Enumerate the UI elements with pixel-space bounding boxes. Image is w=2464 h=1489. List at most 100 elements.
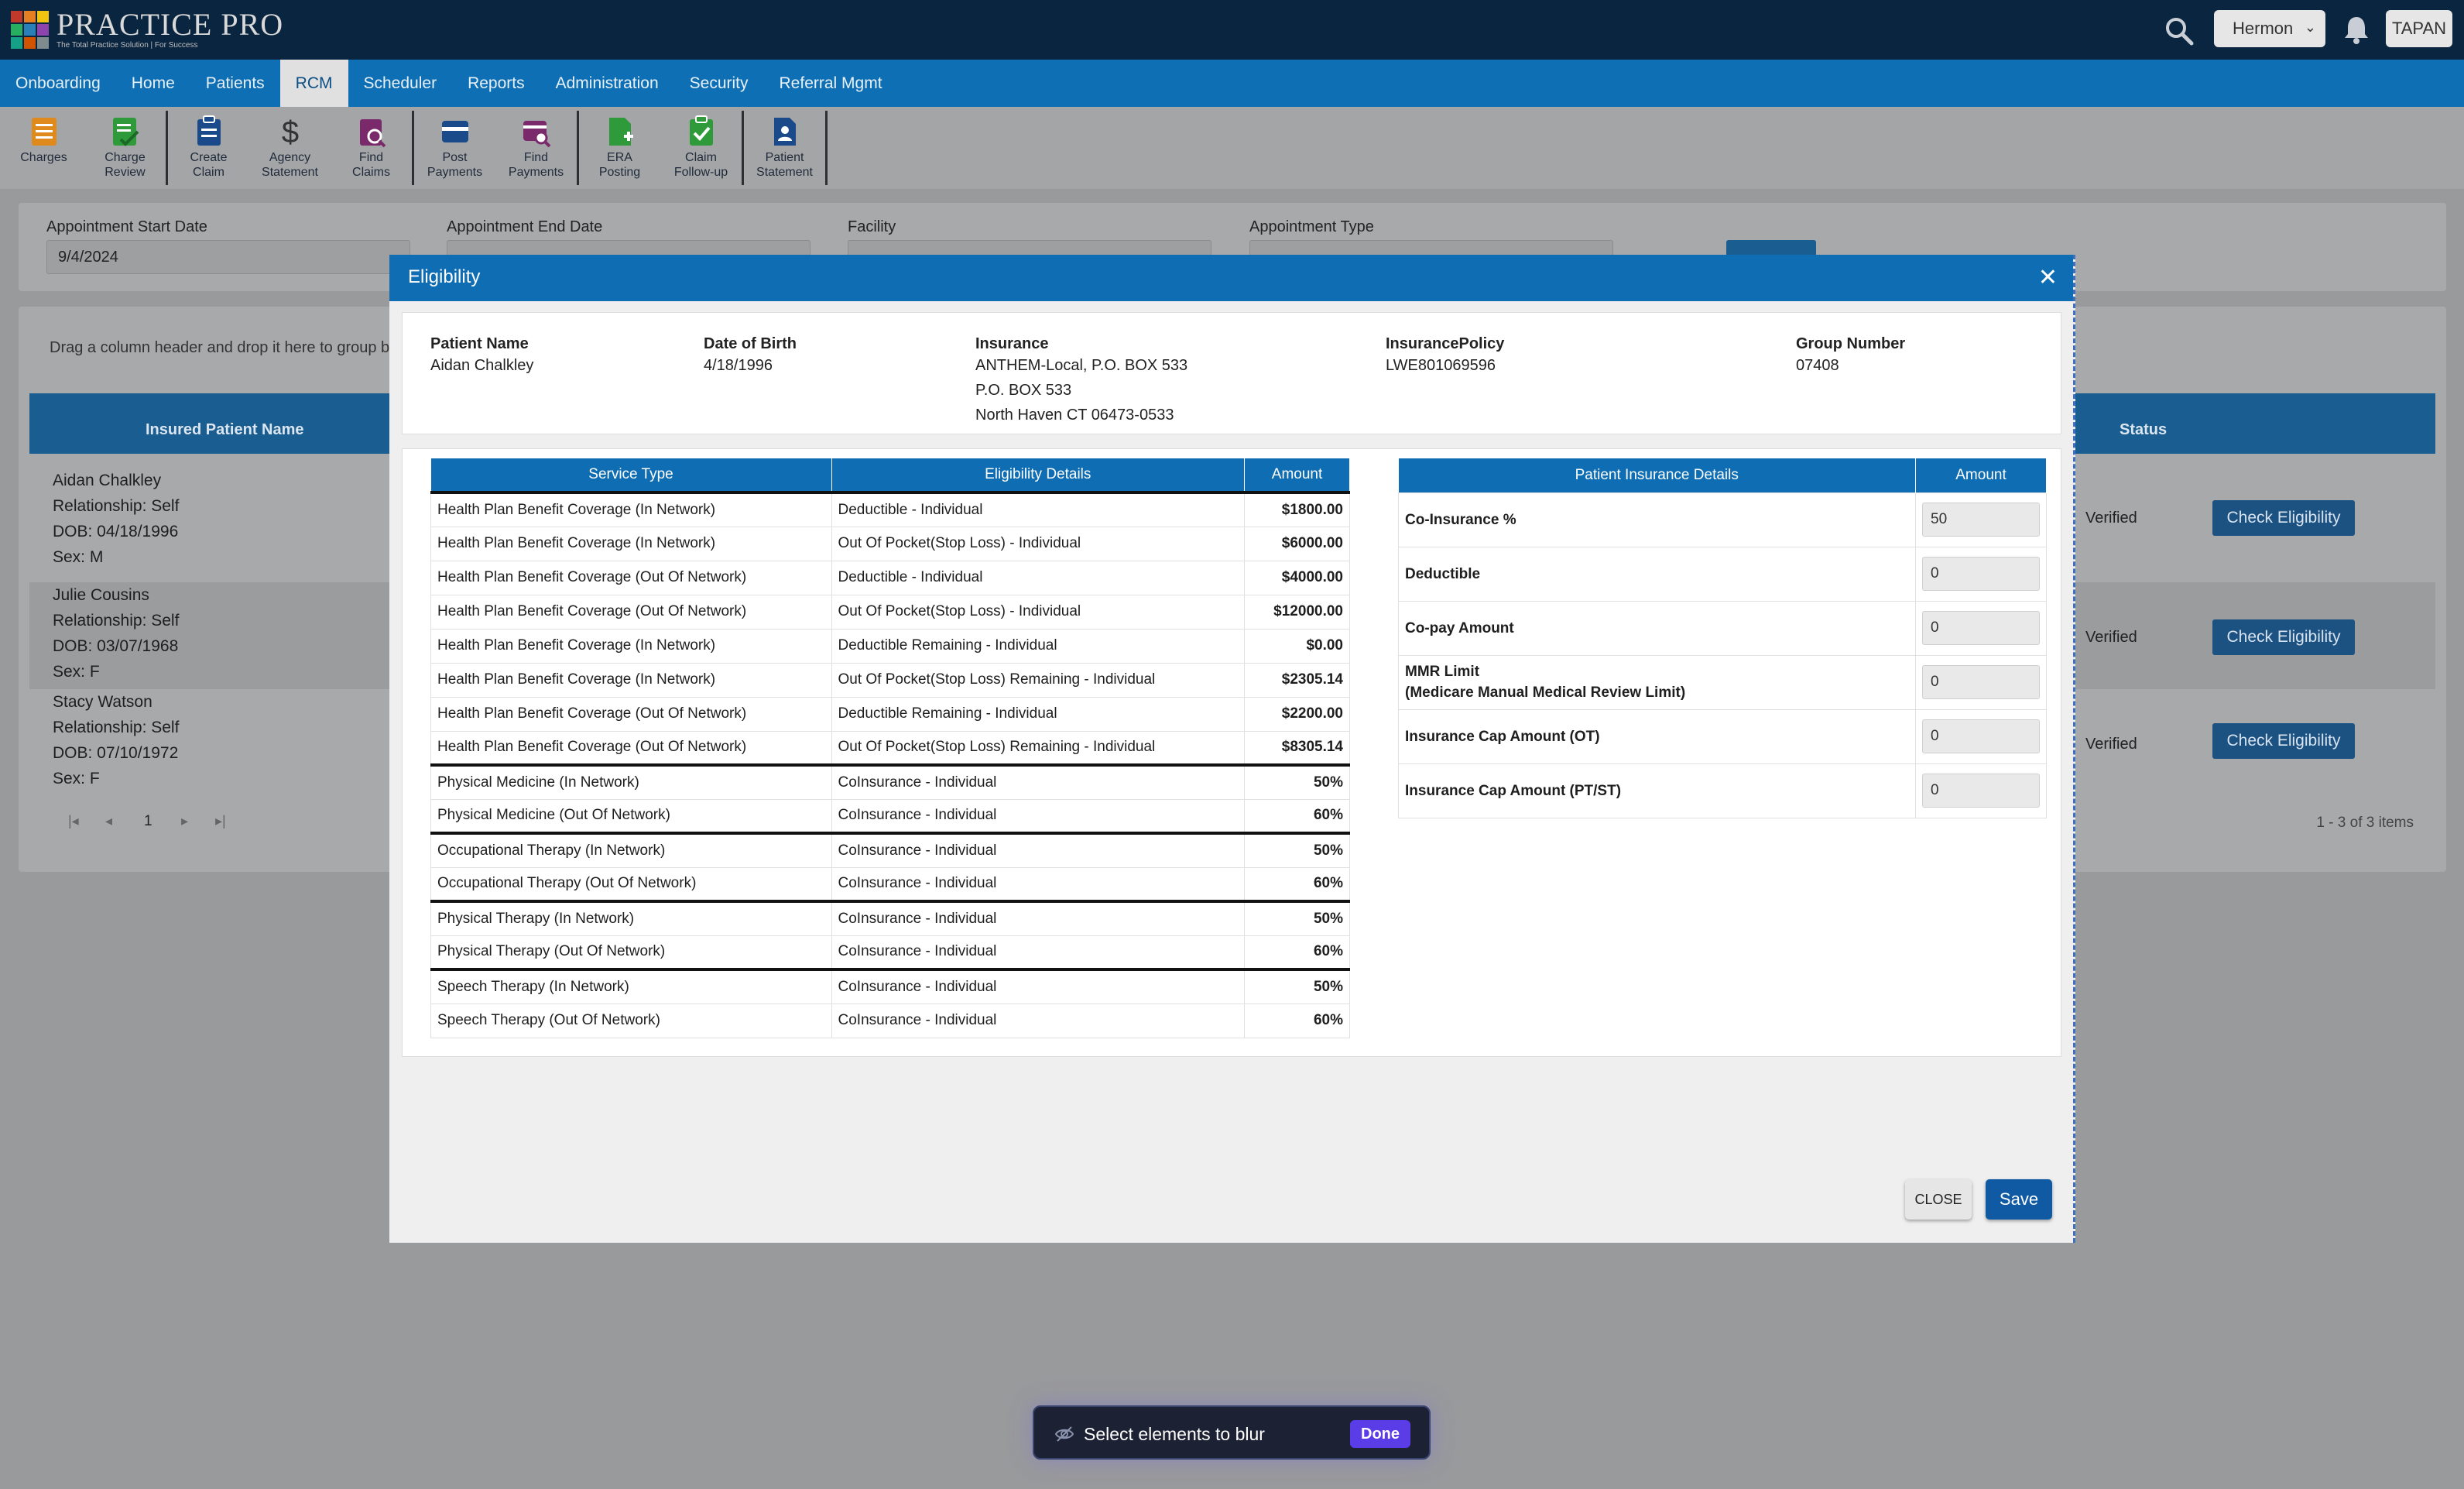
next-page-icon[interactable]: ▸ [181, 813, 189, 829]
save-button[interactable]: Save [1986, 1179, 2052, 1220]
group-number-block: Group Number 07408 [1796, 335, 1905, 378]
tool-claim-followup[interactable]: Claim Follow-up [660, 107, 742, 189]
location-select[interactable]: Hermon ⌄ [2214, 10, 2325, 47]
tool-label: Find Payments [508, 151, 564, 179]
tool-charge-review[interactable]: Charge Review [84, 107, 166, 189]
nav-patients[interactable]: Patients [205, 74, 265, 92]
amount-cell: $1800.00 [1244, 491, 1350, 527]
table-row: Health Plan Benefit Coverage (In Network… [430, 526, 1350, 561]
tool-patient-statement[interactable]: Patient Statement [744, 107, 825, 189]
col-insured-patient-name[interactable]: Insured Patient Name [146, 421, 304, 438]
nav-security[interactable]: Security [689, 74, 749, 92]
amount-cell [1915, 654, 2047, 710]
toolbar-divider [412, 111, 414, 185]
charges-icon [31, 118, 57, 146]
nav-onboarding[interactable]: Onboarding [15, 74, 101, 92]
eligibility-detail-cell: CoInsurance - Individual [831, 1003, 1246, 1038]
table-row: Speech Therapy (In Network) CoInsurance -… [430, 968, 1350, 1004]
insurance-amount-input[interactable] [1922, 557, 2040, 591]
prev-page-icon[interactable]: ◂ [105, 813, 113, 829]
insurance-amount-input[interactable] [1922, 611, 2040, 645]
patient-name: Julie Cousins [53, 586, 149, 604]
amount-cell [1915, 546, 2047, 602]
amount-cell: 50% [1244, 900, 1350, 936]
done-button[interactable]: Done [1350, 1420, 1410, 1448]
dialog-title: Eligibility [408, 266, 481, 287]
insurance-detail-label: Deductible [1398, 546, 1916, 602]
table-row: Co-pay Amount [1398, 600, 2047, 656]
table-row: Insurance Cap Amount (OT) [1398, 708, 2047, 764]
tool-charges[interactable]: Charges [3, 107, 84, 189]
close-icon[interactable]: ✕ [2037, 265, 2058, 290]
amount-cell: 60% [1244, 798, 1350, 834]
insurance-amount-input[interactable] [1922, 503, 2040, 537]
col-status[interactable]: Status [2120, 421, 2168, 438]
close-button[interactable]: CLOSE [1905, 1179, 1972, 1220]
find-payments-icon [523, 121, 550, 148]
group-number-label: Group Number [1796, 335, 1906, 352]
table-header-row: Patient Insurance Details Amount [1398, 458, 2047, 492]
nav-home[interactable]: Home [131, 74, 175, 92]
eligibility-detail-cell: Deductible Remaining - Individual [831, 628, 1246, 664]
policy-label: InsurancePolicy [1386, 335, 1505, 352]
nav-rcm[interactable]: RCM [279, 60, 348, 107]
insurance-amount-input[interactable] [1922, 774, 2040, 808]
search-icon[interactable] [2164, 15, 2195, 46]
location-select-value: Hermon [2233, 19, 2294, 38]
end-date-label: Appointment End Date [447, 218, 603, 235]
patient-statement-icon [773, 118, 796, 146]
patient-name-label: Patient Name [430, 335, 529, 352]
policy-block: InsurancePolicy LWE801069596 [1386, 335, 1504, 378]
tool-era-posting[interactable]: ERA Posting [579, 107, 660, 189]
col-service-type: Service Type [430, 458, 832, 492]
tool-label: Post Payments [427, 151, 483, 179]
service-type-cell: Physical Medicine (Out Of Network) [430, 798, 832, 834]
eligibility-detail-cell: Out Of Pocket(Stop Loss) - Individual [831, 526, 1246, 561]
table-row: Insurance Cap Amount (PT/ST) [1398, 763, 2047, 818]
app-logo[interactable]: PRACTICE PRO The Total Practice Solution… [11, 9, 283, 50]
nav-referral-mgmt[interactable]: Referral Mgmt [779, 74, 882, 92]
amount-cell [1915, 708, 2047, 764]
eligibility-detail-cell: Deductible - Individual [831, 560, 1246, 595]
tool-create-claim[interactable]: Create Claim [168, 107, 249, 189]
first-page-icon[interactable]: |◂ [68, 813, 79, 829]
patient-name-block: Patient Name Aidan Chalkley [430, 335, 533, 378]
tool-find-payments[interactable]: Find Payments [495, 107, 577, 189]
user-menu[interactable]: TAPAN [2386, 10, 2452, 47]
table-row: Health Plan Benefit Coverage (Out Of Net… [430, 730, 1350, 766]
tool-post-payments[interactable]: Post Payments [414, 107, 495, 189]
nav-reports[interactable]: Reports [468, 74, 525, 92]
check-eligibility-button[interactable]: Check Eligibility [2212, 500, 2355, 536]
insurance-amount-input[interactable] [1922, 665, 2040, 699]
table-row: Health Plan Benefit Coverage (In Network… [430, 628, 1350, 664]
eligibility-detail-cell: CoInsurance - Individual [831, 763, 1246, 800]
insurance-amount-input[interactable] [1922, 719, 2040, 753]
dob-value: 4/18/1996 [704, 357, 773, 374]
tool-find-claims[interactable]: Find Claims [331, 107, 412, 189]
col-eligibility-details: Eligibility Details [831, 458, 1246, 492]
main-nav: Onboarding Home Patients RCM Scheduler R… [0, 60, 2464, 107]
start-date-input[interactable]: 9/4/2024 [46, 240, 410, 274]
last-page-icon[interactable]: ▸| [215, 813, 226, 829]
service-type-cell: Physical Medicine (In Network) [430, 763, 832, 800]
logo-text: PRACTICE PRO [57, 7, 284, 42]
check-eligibility-button[interactable]: Check Eligibility [2212, 723, 2355, 759]
patient-sex: Sex: F [53, 770, 100, 787]
nav-administration[interactable]: Administration [555, 74, 659, 92]
patient-dob: DOB: 03/07/1968 [53, 637, 179, 655]
table-row: Speech Therapy (Out Of Network) CoInsuran… [430, 1003, 1350, 1038]
eligibility-tables-card: Service Type Eligibility Details Amount … [402, 448, 2061, 1057]
check-eligibility-button[interactable]: Check Eligibility [2212, 619, 2355, 655]
eligibility-dialog: Eligibility ✕ Patient Name Aidan Chalkle… [389, 255, 2075, 1243]
eligibility-detail-cell: CoInsurance - Individual [831, 866, 1246, 902]
tool-agency-statement[interactable]: $ Agency Statement [249, 107, 331, 189]
current-page[interactable]: 1 [144, 813, 153, 829]
insurance-block: Insurance ANTHEM-Local, P.O. BOX 533 P.O… [975, 335, 1187, 427]
service-eligibility-table: Service Type Eligibility Details Amount … [430, 458, 1350, 1038]
patient-info: Stacy Watson Relationship: Self DOB: 07/… [53, 689, 179, 791]
nav-scheduler[interactable]: Scheduler [363, 74, 437, 92]
bell-icon[interactable] [2341, 14, 2372, 45]
patient-dob: DOB: 04/18/1996 [53, 523, 179, 540]
table-row: Health Plan Benefit Coverage (Out Of Net… [430, 594, 1350, 630]
service-type-cell: Physical Therapy (Out Of Network) [430, 935, 832, 970]
